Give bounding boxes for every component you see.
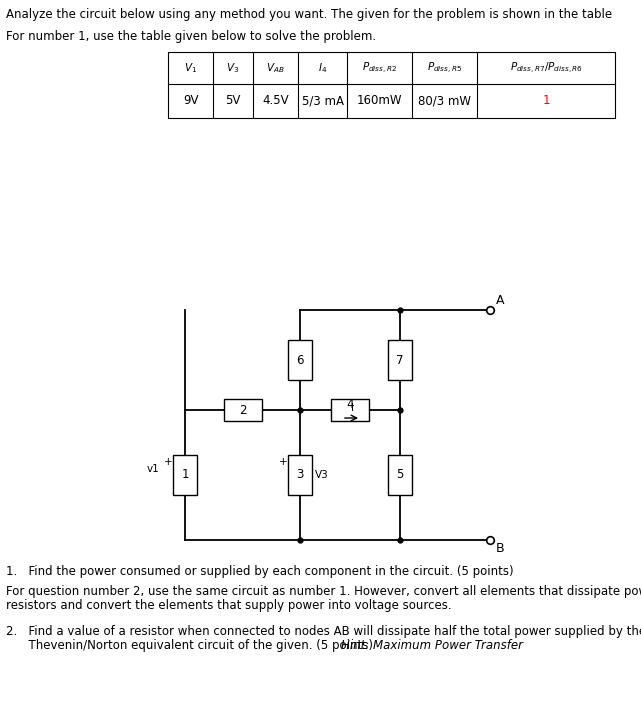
Text: 4: 4 (346, 398, 354, 412)
Text: 2.   Find a value of a resistor when connected to nodes AB will dissipate half t: 2. Find a value of a resistor when conne… (6, 625, 641, 638)
Bar (224, 399, 262, 421)
Text: 5: 5 (396, 469, 404, 481)
Text: $P_{diss,R2}$: $P_{diss,R2}$ (362, 60, 397, 75)
Bar (168, 52, 615, 118)
Text: Analyze the circuit below using any method you want. The given for the problem i: Analyze the circuit below using any meth… (6, 8, 612, 21)
Text: 1: 1 (181, 469, 188, 481)
Text: $V_3$: $V_3$ (226, 61, 240, 75)
Text: 9V: 9V (183, 94, 198, 107)
Text: Hint: Maximum Power Transfer: Hint: Maximum Power Transfer (341, 639, 523, 652)
Bar (288, 455, 312, 495)
Text: 3: 3 (296, 469, 304, 481)
Bar (388, 455, 412, 495)
Text: 1.   Find the power consumed or supplied by each component in the circuit. (5 po: 1. Find the power consumed or supplied b… (6, 565, 513, 578)
Text: +: + (163, 457, 172, 467)
Text: $V_1$: $V_1$ (184, 61, 197, 75)
Text: 5/3 mA: 5/3 mA (301, 94, 344, 107)
Text: Thevenin/Norton equivalent circuit of the given. (5 points): Thevenin/Norton equivalent circuit of th… (6, 639, 377, 652)
Bar (388, 340, 412, 380)
Text: B: B (496, 542, 504, 555)
Text: 160mW: 160mW (357, 94, 403, 107)
Bar (331, 399, 369, 421)
Text: 6: 6 (296, 354, 304, 366)
Bar (288, 340, 312, 380)
Text: A: A (496, 293, 504, 307)
Text: +: + (279, 457, 287, 467)
Text: 2: 2 (238, 403, 246, 417)
Text: I: I (351, 403, 353, 413)
Text: 7: 7 (396, 354, 404, 366)
Text: 80/3 mW: 80/3 mW (418, 94, 471, 107)
Text: V3: V3 (315, 470, 329, 480)
Text: $P_{diss,R7}/P_{diss,R6}$: $P_{diss,R7}/P_{diss,R6}$ (510, 60, 583, 75)
Text: 1: 1 (542, 94, 550, 107)
Bar (173, 455, 197, 495)
Text: v1: v1 (146, 464, 159, 474)
Text: $P_{diss,R5}$: $P_{diss,R5}$ (427, 60, 462, 75)
Text: $V_{AB}$: $V_{AB}$ (266, 61, 285, 75)
Text: 4.5V: 4.5V (262, 94, 289, 107)
Text: 5V: 5V (226, 94, 240, 107)
Text: For question number 2, use the same circuit as number 1. However, convert all el: For question number 2, use the same circ… (6, 585, 641, 598)
Text: resistors and convert the elements that supply power into voltage sources.: resistors and convert the elements that … (6, 599, 452, 612)
Text: For number 1, use the table given below to solve the problem.: For number 1, use the table given below … (6, 30, 376, 43)
Text: $I_4$: $I_4$ (318, 61, 327, 75)
